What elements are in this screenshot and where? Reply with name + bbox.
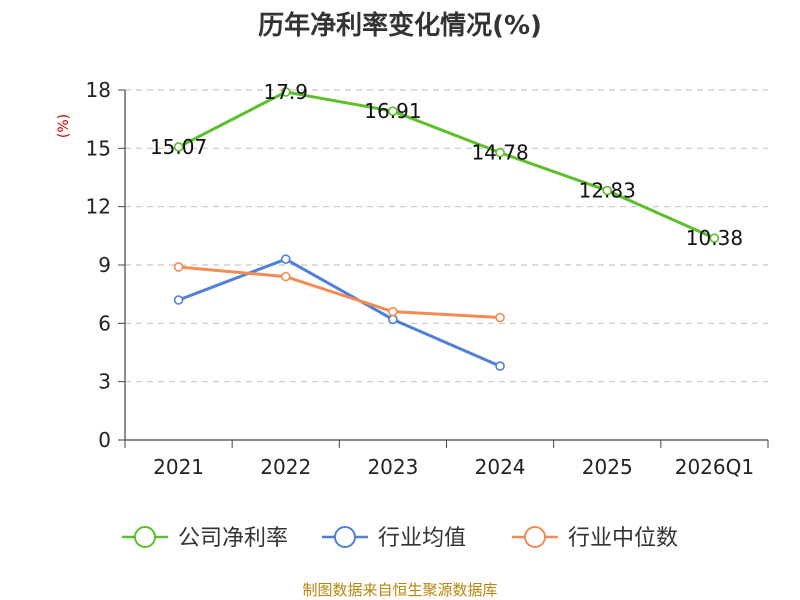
series-line <box>178 265 501 319</box>
data-point[interactable] <box>495 361 505 371</box>
legend[interactable]: 公司净利率 行业均值 行业中位数 <box>122 526 678 551</box>
x-tick-label: 2023 <box>367 455 418 479</box>
y-tick-label: 3 <box>98 370 111 394</box>
data-point[interactable] <box>709 233 720 243</box>
axes: 0 3 6 9 12 15 18 2021 2022 2023 2024 2025 2026Q1 <box>86 78 769 479</box>
legend-item[interactable]: 行业均值 <box>322 526 466 551</box>
data-point[interactable] <box>495 312 505 323</box>
series-line <box>177 90 716 240</box>
legend-label: 行业均值 <box>378 526 466 551</box>
x-tick-label: 2022 <box>260 455 311 479</box>
data-label: 14.78 <box>471 141 528 165</box>
y-tick-label: 9 <box>98 253 111 277</box>
series-group: 15.07 17.9 16.91 14.78 12.83 10.38 <box>150 80 743 371</box>
x-tick-label: 2026Q1 <box>675 455 754 479</box>
data-point[interactable] <box>280 271 291 282</box>
series-line <box>178 257 501 368</box>
y-axis-label: (%) <box>56 114 72 138</box>
y-tick-label: 0 <box>98 428 111 452</box>
data-point[interactable] <box>173 262 184 272</box>
series-0: 15.07 17.9 16.91 14.78 12.83 10.38 <box>150 80 743 250</box>
series-2 <box>173 262 505 323</box>
data-label: 10.38 <box>686 226 743 250</box>
x-tick-label: 2025 <box>582 455 633 479</box>
data-label: 15.07 <box>150 135 207 159</box>
data-point[interactable] <box>280 254 291 264</box>
chart-title: 历年净利率变化情况(%) <box>258 10 542 41</box>
data-label: 17.9 <box>263 80 308 104</box>
legend-label: 公司净利率 <box>178 526 288 551</box>
data-point[interactable] <box>602 185 613 196</box>
data-point[interactable] <box>173 142 184 152</box>
legend-label: 行业中位数 <box>568 526 678 551</box>
legend-item[interactable]: 行业中位数 <box>512 526 678 551</box>
grid-lines <box>125 89 768 383</box>
legend-marker-icon <box>524 526 546 548</box>
data-point[interactable] <box>495 147 505 158</box>
source-note: 制图数据来自恒生聚源数据库 <box>302 581 497 599</box>
legend-item[interactable]: 公司净利率 <box>122 526 288 551</box>
legend-marker-icon <box>334 526 356 548</box>
data-point[interactable] <box>388 106 398 116</box>
data-label: 12.83 <box>579 179 636 203</box>
x-tick-label: 2021 <box>153 455 204 479</box>
data-point[interactable] <box>388 306 398 317</box>
y-tick-label: 18 <box>86 78 111 102</box>
data-point[interactable] <box>173 295 184 305</box>
y-tick-label: 15 <box>86 136 111 160</box>
legend-marker-icon <box>134 526 156 548</box>
y-tick-label: 6 <box>98 311 111 335</box>
data-point[interactable] <box>280 87 291 97</box>
x-tick-label: 2024 <box>475 455 526 479</box>
data-label: 16.91 <box>364 99 421 123</box>
y-tick-label: 12 <box>86 195 111 219</box>
data-point[interactable] <box>388 314 398 325</box>
